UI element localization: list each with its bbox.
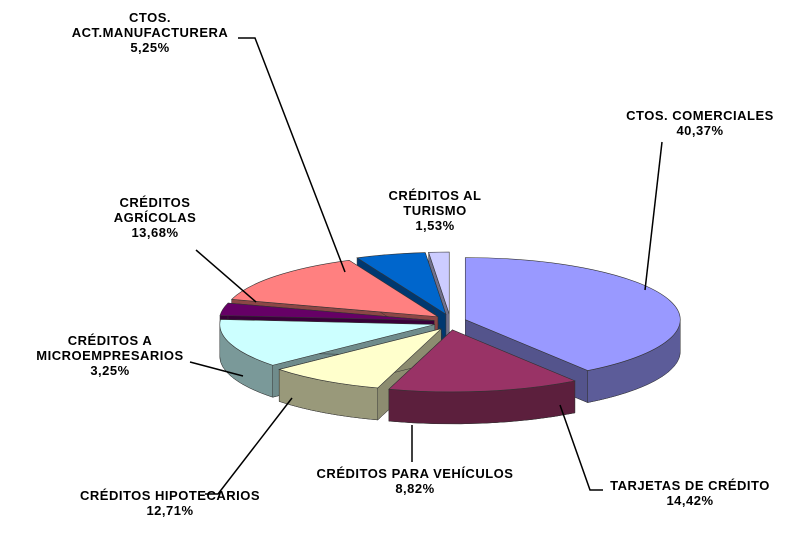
category-name: CRÉDITOS A MICROEMPRESARIOS [36,333,184,363]
value-label: 1,53% [415,218,455,233]
leader-line [205,397,293,495]
slice [219,302,435,321]
value-label: 12,71% [146,503,194,518]
slice-label: CRÉDITOS AL TURISMO 1,53% [360,188,510,233]
slice [464,257,681,371]
slice [278,328,442,389]
category-name: CTOS. ACT.MANUFACTURERA [71,10,229,40]
slice-label: CRÉDITOS PARA VEHÍCULOS 8,82% [300,466,530,496]
slice [388,329,576,393]
category-name: CRÉDITOS AGRÍCOLAS [113,195,197,225]
value-label: 5,25% [130,40,170,55]
value-label: 3,25% [90,363,130,378]
leader-line [189,361,244,377]
value-label: 8,82% [395,481,435,496]
slice [219,319,435,366]
slice-label: CRÉDITOS HIPOTECARIOS 12,71% [80,488,260,518]
slice-label: CRÉDITOS A MICROEMPRESARIOS 3,25% [10,333,210,378]
leader-line [238,37,346,273]
slice [230,259,439,318]
leader-line [644,141,663,291]
slice-label: TARJETAS DE CRÉDITO 14,42% [590,478,790,508]
value-label: 40,37% [676,123,724,138]
category-name: TARJETAS DE CRÉDITO [610,478,770,493]
slice-label: CTOS. COMERCIALES 40,37% [600,108,793,138]
slice [356,252,447,315]
slice-label: CTOS. ACT.MANUFACTURERA 5,25% [50,10,250,55]
leader-line [195,249,257,303]
value-label: 14,42% [666,493,714,508]
category-name: CRÉDITOS HIPOTECARIOS [80,488,261,503]
category-name: CTOS. COMERCIALES [626,108,774,123]
value-label: 13,68% [131,225,179,240]
slice [428,251,450,315]
leader-line [559,404,603,491]
category-name: CRÉDITOS AL TURISMO [388,188,482,218]
slice-label: CRÉDITOS AGRÍCOLAS 13,68% [80,195,230,240]
category-name: CRÉDITOS PARA VEHÍCULOS [316,466,514,481]
